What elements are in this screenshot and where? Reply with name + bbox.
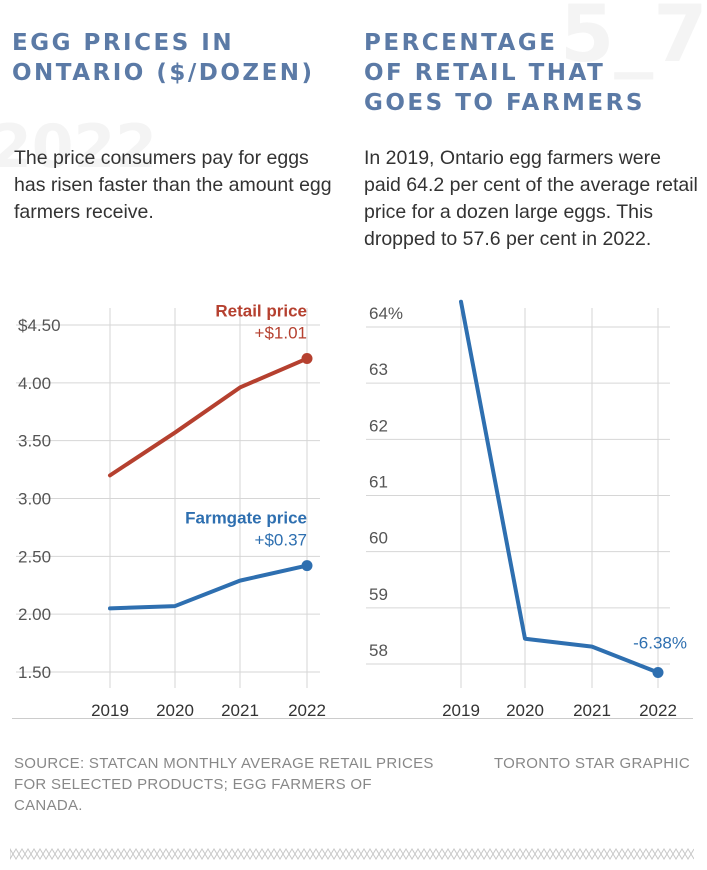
decorative-zigzag-border [10,848,694,860]
y-tick-label: 64% [369,304,403,323]
y-tick-label: 59 [369,585,388,604]
farmer-share-line-chart: 58 59 60 61 62 63 64% 2019 2020 2021 2022 -6.38% [366,299,687,720]
footer-divider [12,718,693,719]
x-tick-label: 2021 [573,701,611,720]
series-name-label: Retail price [215,302,307,321]
left-chart-description: The price consumers pay for eggs has ris… [14,147,332,223]
series-name-label: Farmgate price [185,509,307,528]
x-tick-label: 2019 [91,701,129,720]
series-endpoint [652,666,664,678]
y-tick-label: 1.50 [18,663,51,682]
source-note: SOURCE: STATCAN MONTHLY AVERAGE RETAIL P… [14,755,434,814]
left-chart-title: Egg prices in Ontario ($/dozen) [12,30,315,86]
x-tick-label: 2022 [639,701,677,720]
y-tick-label: 2.50 [18,547,51,566]
x-tick-label: 2020 [506,701,544,720]
series-change-label: +$0.37 [255,531,307,550]
series-line [108,356,309,478]
y-tick-label: 3.00 [18,490,51,509]
series-end-label: -6.38% [633,633,687,652]
x-tick-label: 2020 [156,701,194,720]
y-tick-label: $4.50 [18,316,61,335]
right-chart-title: Percentage of retail that goes to farmer… [364,30,645,116]
x-tick-label: 2021 [221,701,259,720]
graphic-credit: TORONTO STAR GRAPHIC [493,755,690,772]
y-tick-label: 3.50 [18,432,51,451]
y-tick-label: 60 [369,529,388,548]
y-tick-label: 2.00 [18,605,51,624]
series-line [459,299,660,675]
y-tick-label: 61 [369,473,388,492]
series-endpoint [301,560,313,572]
zigzag-line [10,848,694,860]
x-tick-label: 2022 [288,701,326,720]
x-tick-label: 2019 [442,701,480,720]
y-tick-label: 4.00 [18,374,51,393]
y-tick-label: 58 [369,641,388,660]
series-change-label: +$1.01 [255,324,307,343]
y-tick-label: 62 [369,416,388,435]
right-chart-description: In 2019, Ontario egg farmers were paid 6… [364,147,698,250]
series-line [108,563,309,611]
series-endpoint [301,353,313,365]
y-tick-label: 63 [369,360,388,379]
egg-price-line-chart: 1.50 2.00 2.50 3.00 3.50 4.00 $4.50 2019 2020 202… [16,302,326,720]
